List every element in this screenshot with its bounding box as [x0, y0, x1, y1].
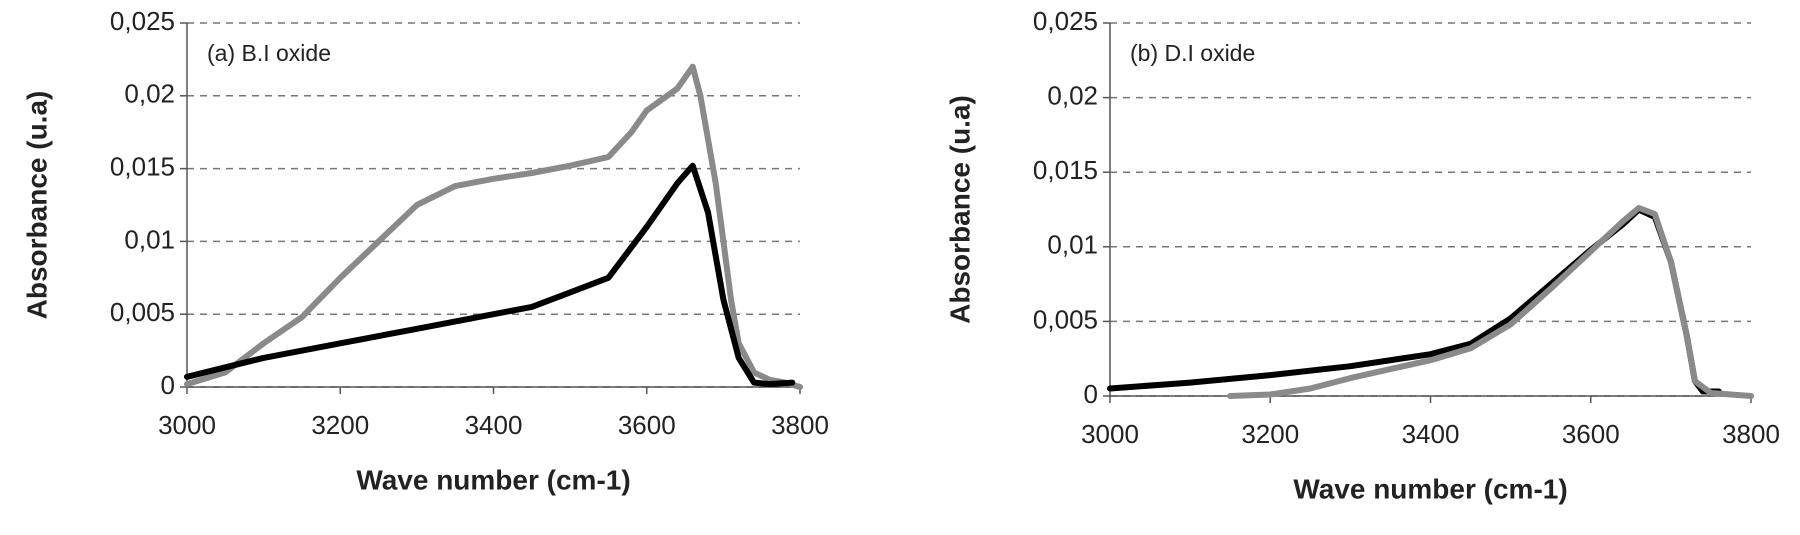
- x-tick-label: 3200: [1241, 419, 1299, 449]
- y-tick-label: 0,02: [124, 79, 175, 109]
- data-line: [1227, 205, 1754, 399]
- x-tick-label: 3400: [1402, 419, 1460, 449]
- x-tick-label: 3600: [618, 410, 676, 440]
- x-tick-label: 3400: [465, 410, 523, 440]
- y-tick-label: 0,025: [1033, 6, 1098, 36]
- x-tick-label: 3800: [1722, 419, 1780, 449]
- y-tick-label: 0,025: [110, 6, 175, 36]
- y-tick-label: 0: [161, 370, 175, 400]
- y-tick-label: 0: [1084, 379, 1098, 409]
- y-tick-label: 0,015: [110, 151, 175, 181]
- y-tick-label: 0,01: [1047, 230, 1098, 260]
- x-tick-label: 3200: [311, 410, 369, 440]
- x-tick-label: 3600: [1562, 419, 1620, 449]
- data-line: [184, 63, 803, 390]
- y-tick-label: 0,005: [110, 297, 175, 327]
- x-axis-title: Wave number (cm-1): [1293, 473, 1567, 504]
- x-axis-title: Wave number (cm-1): [356, 464, 630, 495]
- x-tick-label: 3000: [1081, 419, 1139, 449]
- y-axis-title: Absorbance (u.a): [21, 91, 52, 320]
- y-tick-label: 0,02: [1047, 80, 1098, 110]
- annotation: (a) B.I oxide: [207, 40, 331, 66]
- y-tick-label: 0,015: [1033, 155, 1098, 185]
- x-tick-label: 3800: [771, 410, 829, 440]
- data-line: [184, 162, 796, 388]
- x-tick-label: 3000: [158, 410, 216, 440]
- y-axis-title: Absorbance (u.a): [944, 95, 975, 324]
- annotation: (b) D.I oxide: [1130, 40, 1255, 66]
- y-tick-label: 0,005: [1033, 304, 1098, 334]
- y-tick-label: 0,01: [124, 224, 175, 254]
